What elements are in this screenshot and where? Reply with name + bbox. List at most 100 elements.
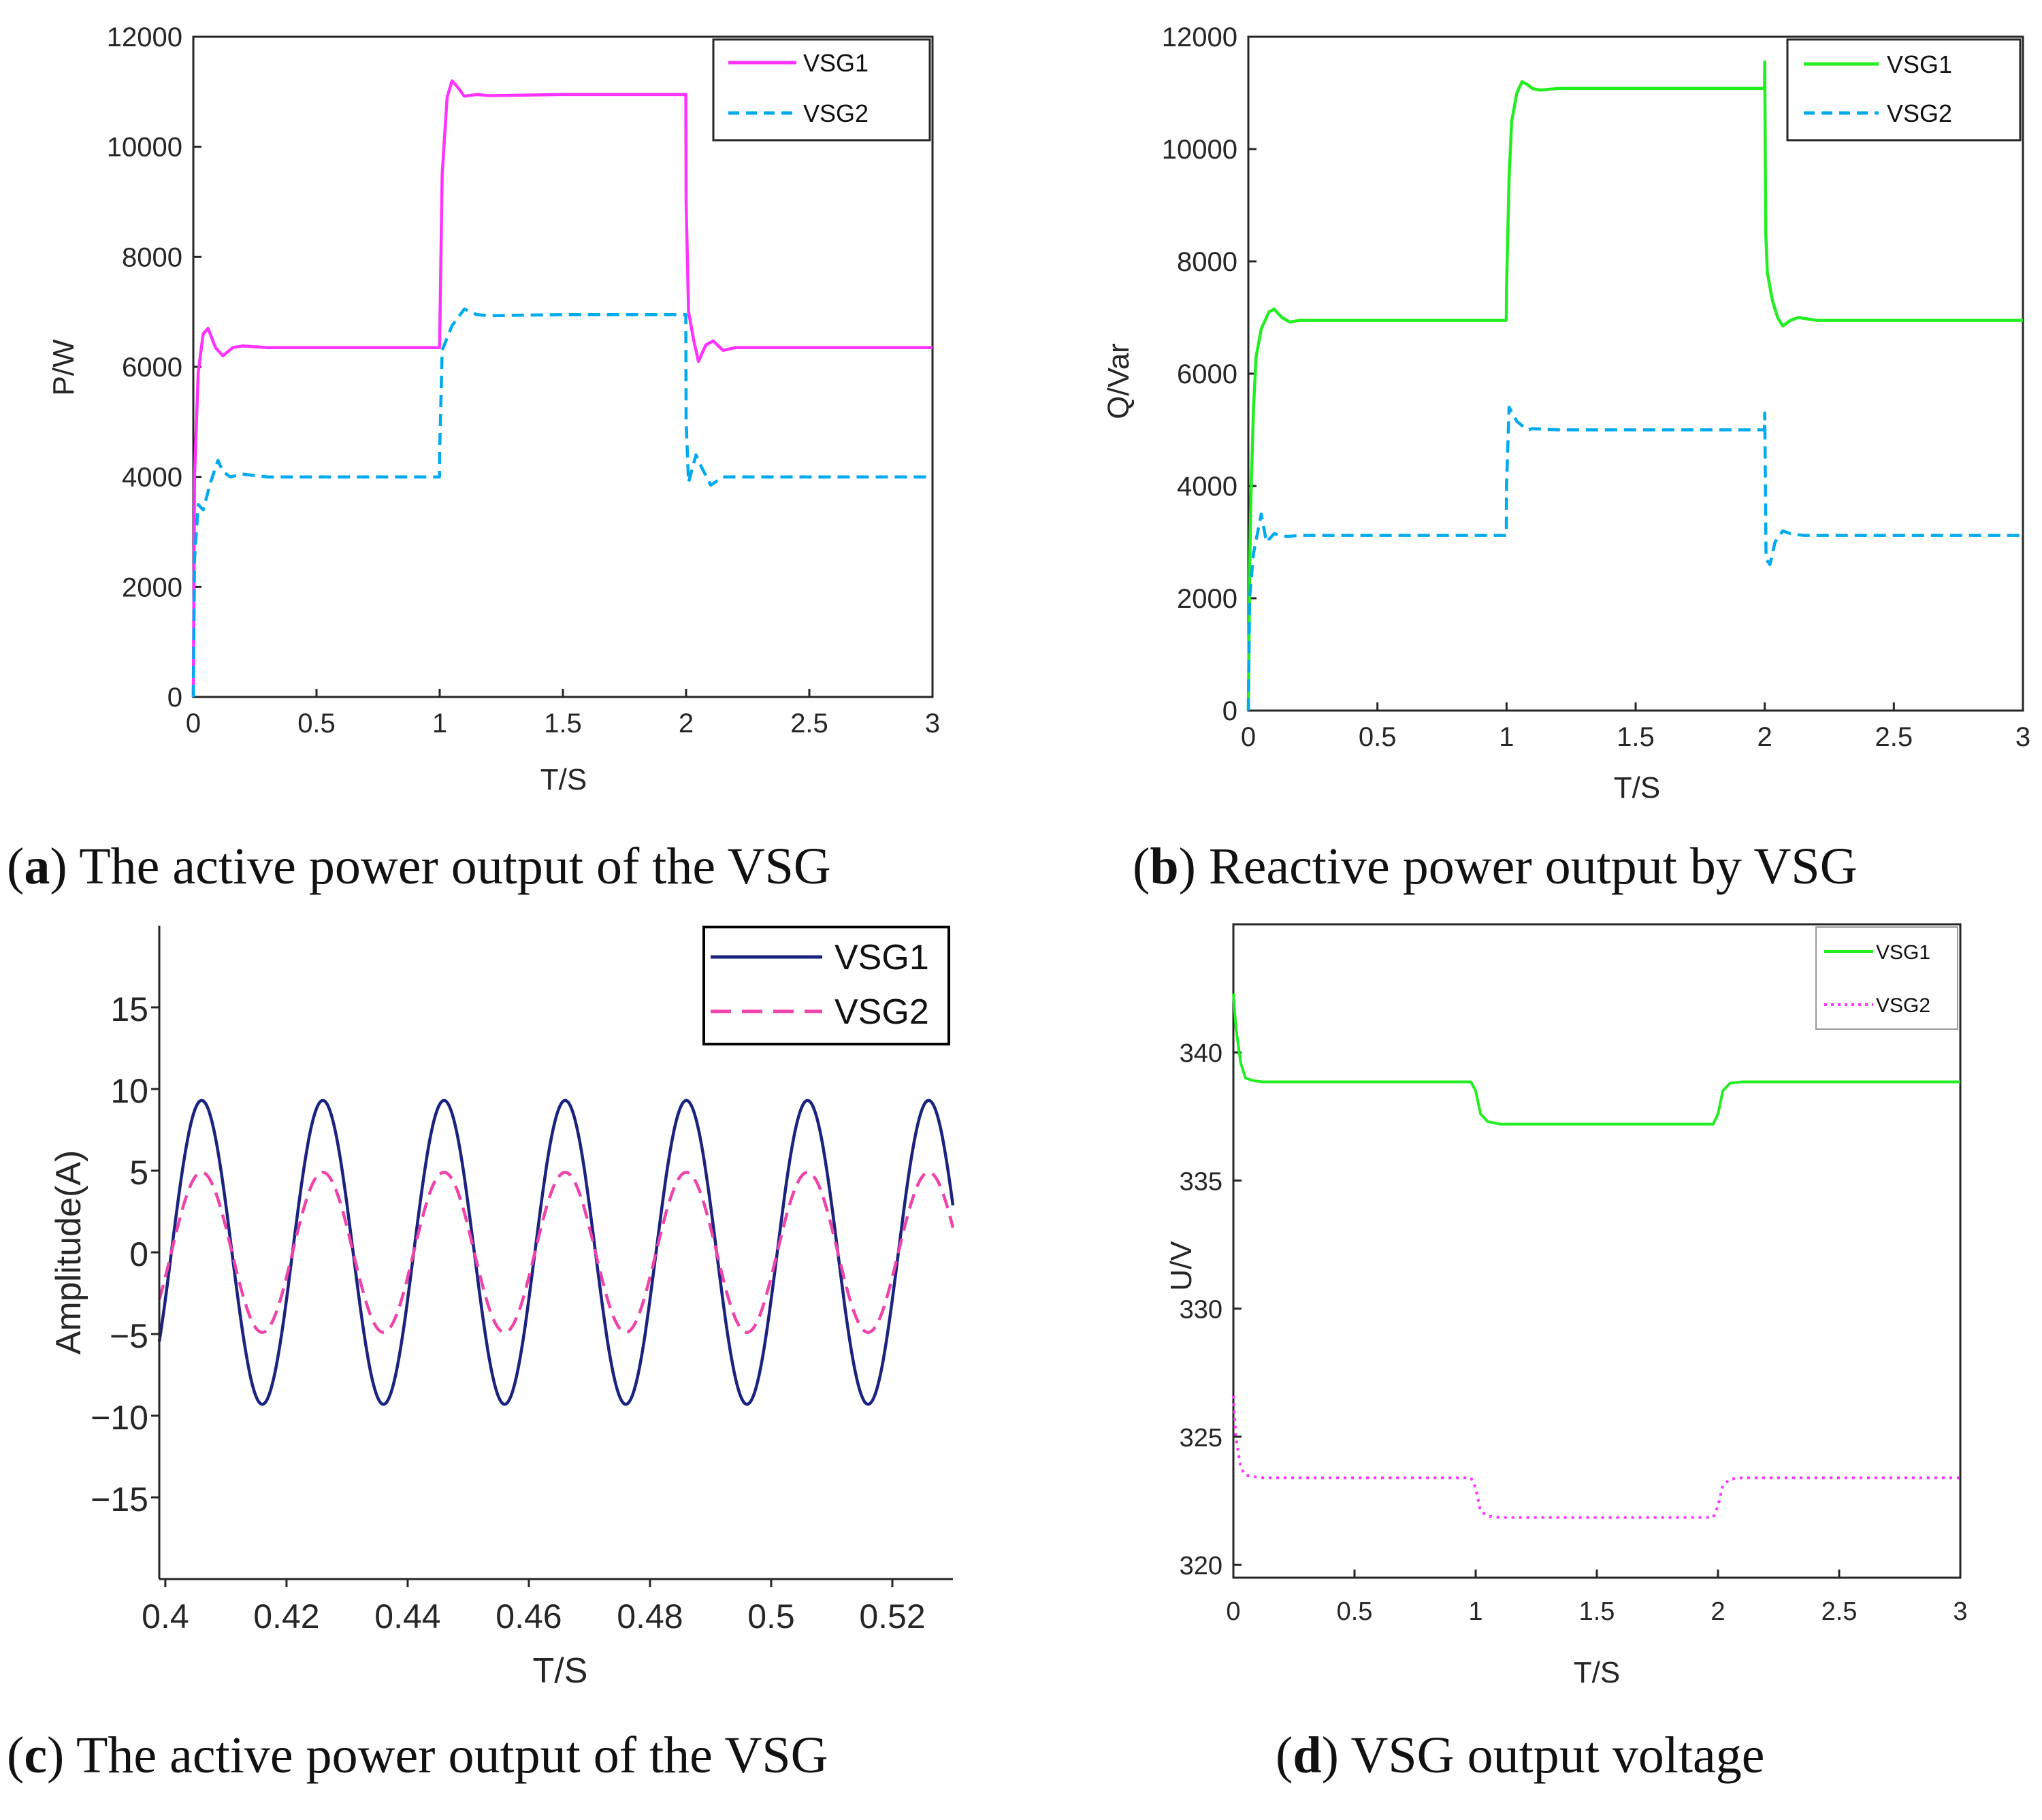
y-tick-label: 12000 [1162,22,1237,52]
legend-box [712,38,931,142]
y-axis-label: P/W [47,339,80,396]
legend-box [702,926,950,1045]
y-axis-ticks: 15 10 5 0 −10 −5 −15 [91,990,159,1518]
x-tick-label: 1.5 [1617,722,1655,752]
y-tick-label: 6000 [122,353,182,383]
x-tick-label: 0.4 [142,1597,189,1636]
series-group [157,1099,955,1406]
series-group [1232,993,1960,1519]
legend-label-vsg1: VSG1 [834,938,929,977]
caption: (d) VSG output voltage [1276,1727,1765,1784]
x-tick-label: 2 [1711,1597,1725,1626]
x-axis-label: T/S [533,1651,588,1691]
x-tick-label: 0.5 [1359,722,1397,752]
legend-label-vsg1: VSG1 [1887,50,1952,78]
x-tick-label: 0.5 [747,1597,795,1636]
y-tick-label: −5 [110,1317,148,1355]
x-tick-label: 0.52 [859,1597,925,1636]
caption-letter: d [1293,1727,1321,1784]
x-tick-label: 1.5 [544,709,582,738]
y-axis-label: Q/Var [1102,343,1135,419]
x-tick-label: 1.5 [1579,1597,1615,1626]
caption-text: The active power output of the VSG [79,838,831,895]
panel-d-output-voltage: 320 325 330 335 340 0 0.5 1 1.5 2 2.5 3 U/V T/S VS… [1165,923,1968,1784]
y-tick-label: 325 [1180,1424,1222,1452]
y-tick-label: 320 [1180,1552,1222,1580]
caption-text: The active power output of the VSG [76,1727,828,1784]
y-tick-label: 0 [1222,696,1237,726]
caption-letter: b [1150,838,1178,895]
y-tick-label: 335 [1180,1167,1222,1196]
y-axis-ticks: 320 325 330 335 340 [1180,1039,1242,1580]
x-axis-ticks: 0 0.5 1 1.5 2 2.5 3 [1241,702,2030,752]
y-tick-label: 4000 [122,463,182,493]
y-axis-ticks: 0 2000 4000 6000 8000 10000 12000 [1162,22,1257,726]
series-line-vsg2 [191,307,933,698]
legend: VSG1 VSG2 [712,38,931,142]
x-tick-label: 1 [1499,722,1514,752]
y-tick-label: 6000 [1177,359,1237,389]
x-axis-label: T/S [540,763,587,796]
y-tick-label: −10 [91,1399,148,1437]
series-line-vsg2 [1246,406,2023,711]
panel-c-current-waveform: 15 10 5 0 −10 −5 −15 0.4 0.42 0.44 0.46 0.48 0.5 0.5… [7,926,955,1784]
legend-label-vsg2: VSG2 [1887,99,1952,127]
plot-area [1247,35,2024,712]
legend: VSG1 VSG2 [702,926,950,1045]
y-tick-label: 8000 [1177,247,1237,277]
plot-area [192,35,934,698]
series-line-vsg2 [1232,1395,1960,1519]
y-axis-ticks: 0 2000 4000 6000 8000 10000 12000 [107,22,201,713]
legend-box [1815,926,1958,1030]
x-tick-label: 3 [925,709,940,738]
x-tick-label: 0.48 [617,1597,683,1636]
x-tick-label: 0.46 [496,1597,562,1636]
legend: VSG1 VSG2 [1815,926,1958,1030]
y-tick-label: 15 [110,990,148,1028]
y-tick-label: 2000 [1177,584,1237,614]
caption-text: Reactive power output by VSG [1209,838,1858,895]
x-tick-label: 1 [432,709,447,738]
series-group [1246,60,2023,711]
x-tick-label: 2.5 [1821,1597,1858,1626]
x-tick-label: 3 [2015,722,2030,752]
x-axis-ticks: 0.4 0.42 0.44 0.46 0.48 0.5 0.52 [142,1579,926,1636]
x-tick-label: 0.5 [1337,1597,1373,1626]
x-tick-label: 0.5 [297,709,336,738]
panel-b-reactive-power: 0 2000 4000 6000 8000 10000 12000 0 0.5 1 1.5 2 2.5… [1102,22,2030,895]
x-tick-label: 0 [186,709,201,738]
x-tick-label: 2 [679,709,694,738]
y-tick-label: 10000 [1162,135,1237,165]
y-tick-label: −15 [91,1480,148,1518]
y-tick-label: 340 [1180,1039,1222,1068]
y-tick-label: 2000 [122,572,182,602]
y-tick-label: 10000 [107,133,182,163]
caption-text: VSG output voltage [1351,1727,1765,1784]
x-tick-label: 0 [1241,722,1256,752]
caption: (c) The active power output of the VSG [7,1727,828,1784]
series-line-vsg1 [1232,993,1960,1126]
series-line-vsg1 [1246,60,2023,711]
legend-label-vsg2: VSG2 [1876,994,1930,1017]
x-tick-label: 0.42 [253,1597,319,1636]
x-axis-label: T/S [1614,771,1660,805]
caption: (a) The active power output of the VSG [7,838,831,895]
y-axis-label: Amplitude(A) [49,1150,88,1355]
legend-label-vsg1: VSG1 [1876,941,1930,964]
series-group [191,79,933,698]
caption-letter: a [24,838,50,895]
y-tick-label: 330 [1180,1296,1222,1325]
x-tick-label: 0 [1226,1597,1240,1626]
x-tick-label: 2 [1757,722,1772,752]
legend-label-vsg2: VSG2 [803,99,869,127]
series-line-vsg1 [191,79,933,698]
caption-letter: c [24,1727,47,1784]
legend-box [1786,38,2022,142]
x-axis-ticks: 0 0.5 1 1.5 2 2.5 3 [1226,1570,1968,1626]
legend-label-vsg1: VSG1 [803,49,869,77]
series-line-vsg1 [157,1099,955,1406]
x-tick-label: 0.44 [374,1597,440,1636]
x-tick-label: 1 [1468,1597,1482,1626]
x-tick-label: 2.5 [1875,722,1913,752]
y-axis-label: U/V [1165,1241,1198,1291]
